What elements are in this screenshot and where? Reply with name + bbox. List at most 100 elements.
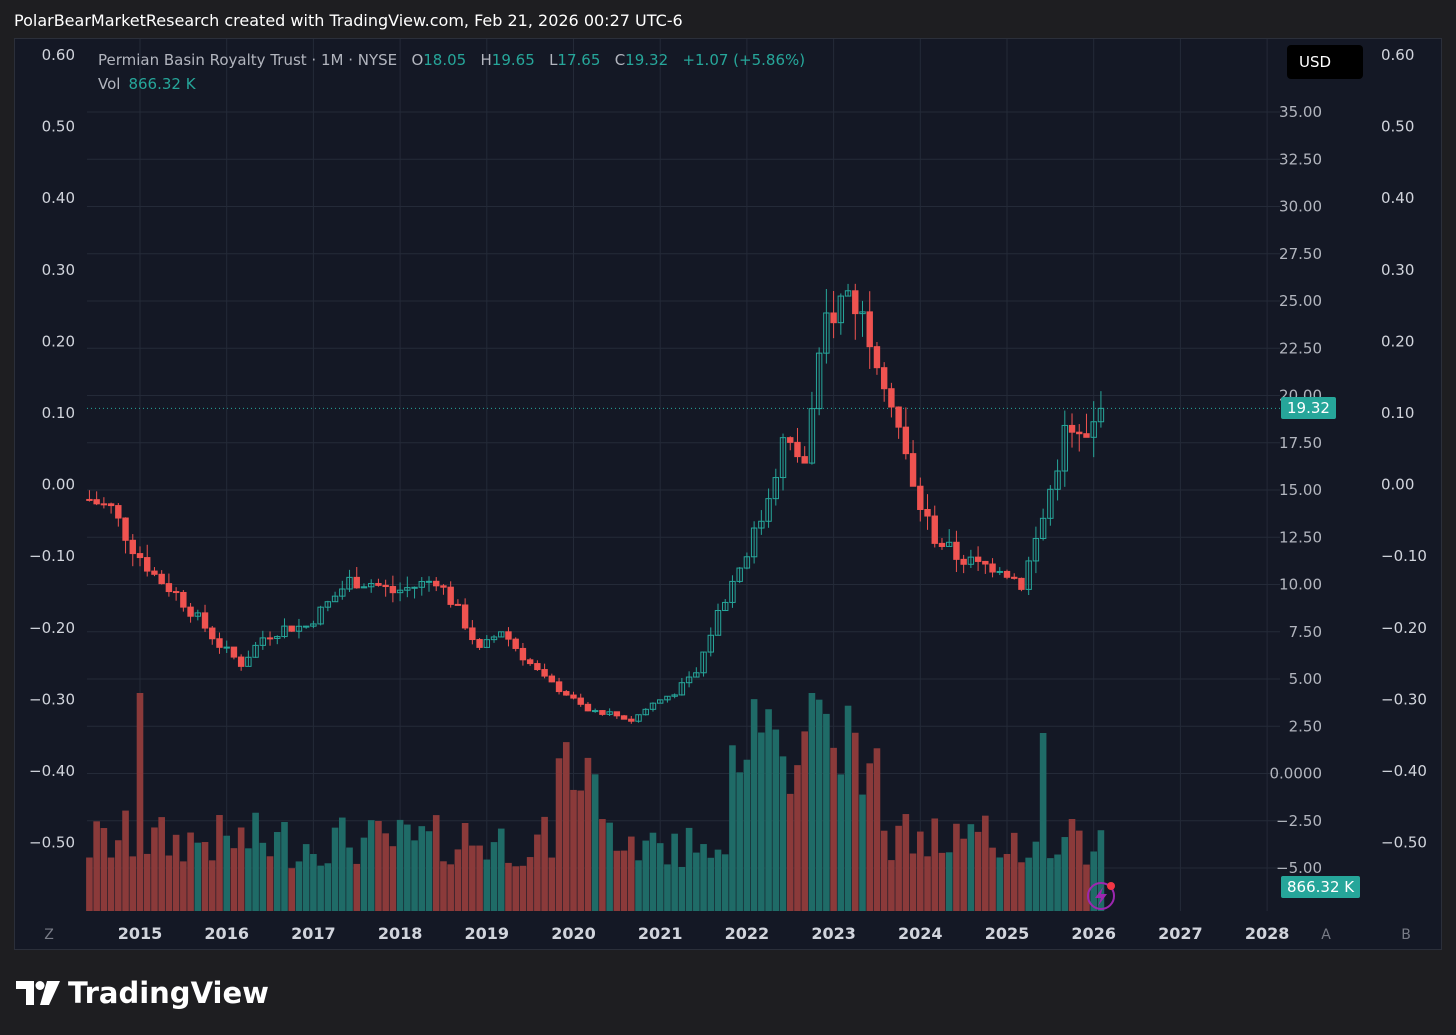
volume-bar: [1025, 857, 1032, 911]
lightning-icon[interactable]: [1087, 882, 1115, 910]
price-tick: 7.50: [1289, 623, 1322, 641]
candle-body: [635, 714, 642, 722]
volume-bar: [1068, 819, 1076, 911]
time-tick: 2022: [725, 924, 770, 943]
z-label[interactable]: Z: [44, 927, 54, 943]
candle-body: [606, 711, 613, 715]
a-label[interactable]: A: [1321, 927, 1331, 943]
volume-bar: [866, 763, 874, 911]
volume-bar: [1003, 853, 1011, 911]
candle-body: [180, 591, 187, 608]
left-tick: −0.30: [29, 690, 75, 708]
symbol-title[interactable]: Permian Basin Royalty Trust · 1M · NYSE: [98, 51, 398, 69]
candle-body: [563, 691, 570, 696]
volume-bar: [100, 828, 108, 911]
b-label[interactable]: B: [1401, 927, 1411, 943]
volume-bar: [115, 840, 122, 911]
volume-bar: [310, 854, 317, 911]
volume-bar: [476, 845, 483, 911]
volume-bar: [194, 842, 202, 911]
candle-body: [685, 676, 693, 684]
volume-bar: [851, 732, 859, 911]
volume-bar: [736, 772, 743, 911]
tradingview-logo-icon: [16, 981, 60, 1005]
volume-bar: [295, 861, 303, 911]
candle-body: [310, 623, 317, 627]
volume-bar: [469, 845, 476, 911]
open-label: O: [411, 51, 424, 69]
candle-body: [541, 669, 548, 677]
left-tick: −0.50: [29, 834, 75, 852]
volume-bar: [490, 842, 498, 911]
price-chart[interactable]: 35.0032.5030.0027.5025.0022.5020.0017.50…: [15, 39, 1442, 950]
candle-body: [245, 656, 252, 667]
candle-body: [693, 672, 700, 678]
candle-body: [613, 711, 621, 717]
candle-body: [158, 573, 165, 585]
price-tick: 10.00: [1279, 576, 1322, 594]
volume-value: 866.32 K: [128, 75, 196, 93]
candle-body: [967, 556, 975, 565]
volume-bar: [967, 824, 975, 911]
volume-bar: [187, 832, 194, 911]
tradingview-logo[interactable]: TradingView: [16, 976, 269, 1010]
candle-body: [664, 695, 671, 701]
volume-bar: [86, 857, 93, 911]
volume-bar: [1047, 858, 1054, 911]
right-tick: −0.30: [1381, 690, 1427, 708]
candle-body: [411, 586, 418, 589]
candle-body: [266, 637, 274, 640]
volume-bar: [331, 827, 339, 911]
right-tick: 0.20: [1381, 332, 1414, 350]
volume-label[interactable]: Vol: [98, 75, 121, 93]
left-tick: −0.10: [29, 547, 75, 565]
price-tick: 35.00: [1279, 103, 1322, 121]
candle-body: [454, 603, 462, 606]
candle-body: [115, 505, 122, 519]
volume-bar: [237, 827, 245, 911]
candle-body: [512, 638, 519, 649]
price-tick: 5.00: [1289, 670, 1322, 688]
candle-body: [1003, 570, 1011, 578]
close-label: C: [614, 51, 626, 69]
price-tick: 0.0000: [1270, 765, 1323, 783]
candle-body: [1083, 433, 1090, 438]
chart-panel[interactable]: 35.00 32.50 30.00 27.50 25.00 22.50 20.00 17.50…: [14, 38, 1442, 950]
volume-bar: [931, 818, 939, 911]
volume-bar: [107, 857, 115, 911]
volume-bar: [917, 831, 924, 911]
volume-bar: [613, 850, 621, 911]
volume-bar: [1090, 851, 1097, 911]
volume-bar: [534, 834, 541, 911]
left-tick: 0.50: [42, 118, 75, 136]
volume-bar: [324, 863, 332, 911]
candle-body: [628, 718, 635, 722]
candle-body: [1068, 424, 1076, 433]
candle-body: [758, 520, 765, 529]
volume-bar: [837, 774, 845, 911]
volume-bar: [302, 844, 310, 911]
price-axis: 35.0032.5030.0027.5025.0022.5020.0017.50…: [1270, 103, 1323, 877]
candle-body: [461, 604, 469, 629]
volume-bar: [685, 827, 693, 911]
volume-bar: [201, 842, 209, 911]
currency-button[interactable]: USD: [1287, 45, 1363, 79]
candle-body: [1047, 488, 1054, 519]
candle-body: [151, 570, 158, 575]
volume-bar: [252, 812, 259, 911]
volume-bar: [982, 815, 989, 911]
volume-bar: [714, 849, 722, 911]
candle-body: [107, 503, 115, 507]
volume-bar: [367, 820, 375, 911]
candle-body: [657, 699, 664, 704]
volume-bar: [902, 814, 910, 911]
volume-bar: [794, 765, 801, 911]
candle-body: [252, 644, 259, 658]
volume-bar: [974, 831, 982, 911]
candle-body: [230, 646, 238, 658]
high-label: H: [480, 51, 492, 69]
candle-body: [722, 601, 729, 612]
volume-bar: [880, 830, 888, 911]
right-tick: −0.20: [1381, 619, 1427, 637]
volume-bar: [664, 864, 671, 911]
